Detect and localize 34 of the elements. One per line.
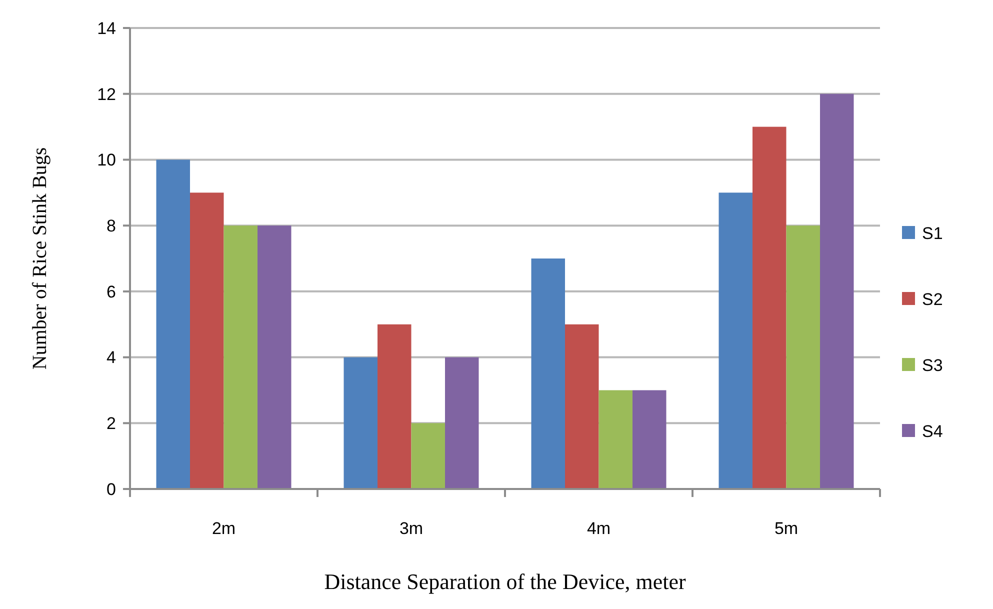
bar (378, 324, 412, 489)
y-tick-label: 12 (97, 84, 116, 104)
x-tick-label: 5m (774, 519, 798, 538)
bar (190, 192, 224, 489)
bar (565, 324, 599, 489)
x-tick-label: 4m (586, 519, 611, 538)
bar (156, 160, 190, 489)
bar (224, 226, 258, 489)
y-axis-title: Number of Rice Stink Bugs (29, 147, 51, 370)
x-tick-label: 2m (212, 519, 236, 538)
legend-label: S1 (922, 224, 943, 243)
y-tick-label: 2 (106, 414, 116, 434)
bar (752, 126, 786, 489)
bar (258, 226, 292, 489)
bar (445, 357, 479, 489)
y-tick-label: 8 (106, 216, 116, 236)
bar (598, 390, 632, 489)
bar (786, 226, 820, 489)
bar (344, 357, 378, 489)
x-tick-label: 3m (399, 519, 424, 538)
bar (531, 258, 565, 489)
y-tick-label: 10 (97, 150, 116, 170)
x-axis-title: Distance Separation of the Device, meter (324, 569, 686, 594)
bar (718, 192, 752, 489)
bar (632, 390, 666, 489)
legend-label: S4 (922, 422, 943, 441)
y-tick-label: 0 (106, 480, 116, 499)
bar (820, 94, 854, 489)
bar (411, 423, 445, 489)
legend-label: S2 (922, 290, 943, 309)
legend-label: S3 (922, 356, 943, 375)
y-tick-label: 14 (97, 18, 116, 38)
y-tick-label: 4 (106, 348, 116, 368)
y-tick-label: 6 (106, 282, 116, 302)
